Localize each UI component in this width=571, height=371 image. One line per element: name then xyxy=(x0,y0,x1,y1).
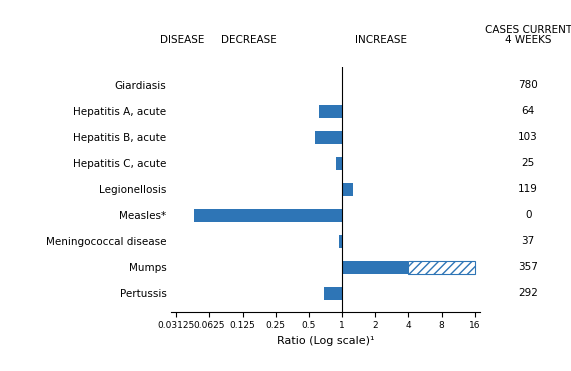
Text: 25: 25 xyxy=(521,158,535,168)
Text: INCREASE: INCREASE xyxy=(355,35,407,45)
Bar xyxy=(319,105,342,118)
Bar xyxy=(194,209,342,222)
Text: 357: 357 xyxy=(518,262,538,272)
Text: 0: 0 xyxy=(525,210,532,220)
Bar xyxy=(339,235,342,248)
Bar xyxy=(342,183,353,196)
Bar xyxy=(315,131,342,144)
Text: DECREASE: DECREASE xyxy=(220,35,276,45)
X-axis label: Ratio (Log scale)¹: Ratio (Log scale)¹ xyxy=(277,336,374,346)
Text: 103: 103 xyxy=(518,132,538,142)
Bar xyxy=(336,157,342,170)
Text: 780: 780 xyxy=(518,80,538,90)
Text: 37: 37 xyxy=(521,236,535,246)
Text: 64: 64 xyxy=(521,106,535,116)
Text: CASES CURRENT: CASES CURRENT xyxy=(485,25,571,35)
Text: 292: 292 xyxy=(518,288,538,298)
Bar xyxy=(324,287,342,300)
Text: 119: 119 xyxy=(518,184,538,194)
Text: 4 WEEKS: 4 WEEKS xyxy=(505,35,552,45)
Bar xyxy=(408,261,475,274)
Bar xyxy=(342,261,408,274)
Text: DISEASE: DISEASE xyxy=(160,35,204,45)
